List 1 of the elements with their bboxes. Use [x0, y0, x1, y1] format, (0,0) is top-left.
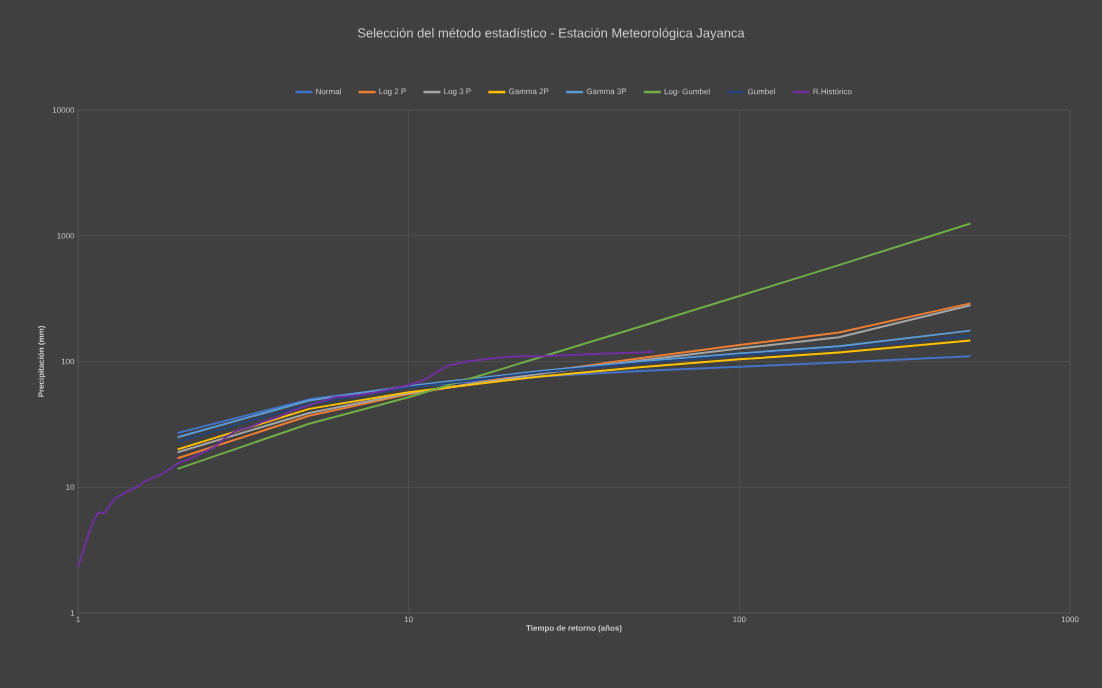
chart-title: Selección del método estadístico - Estación Meteorológica Jayanca — [357, 27, 745, 41]
